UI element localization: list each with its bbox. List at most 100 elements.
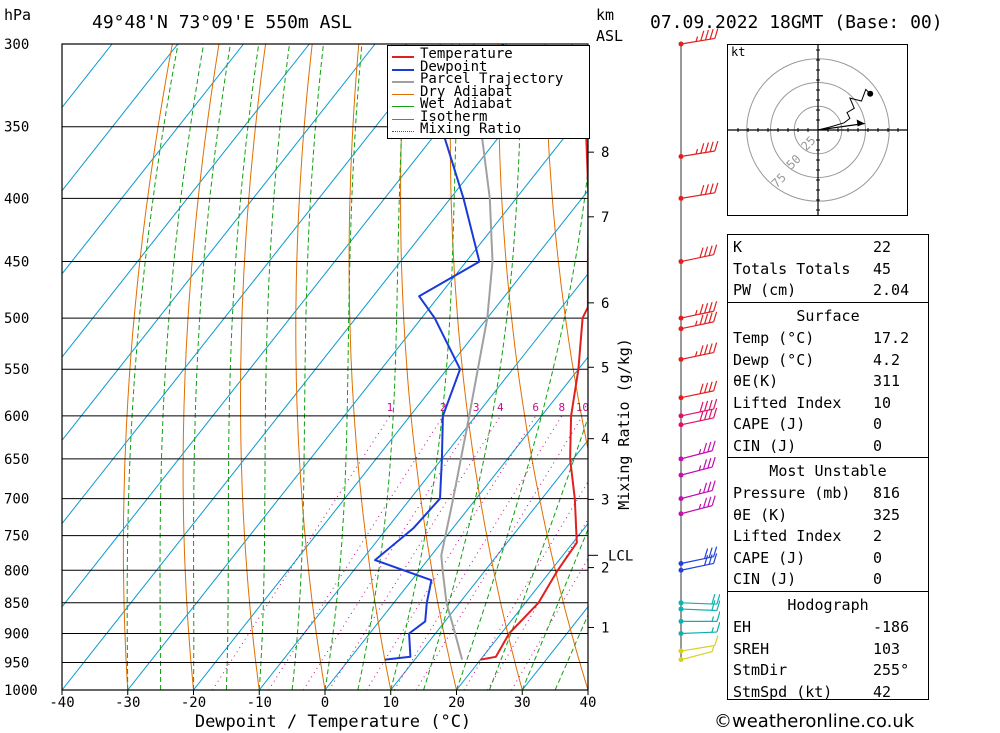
wet-adiabat-line <box>357 44 408 690</box>
chart-axes: -40 -30 -20 -10 0 10 20 30 40 Dewpoint / Temperat… <box>49 43 633 732</box>
dewpoint-line <box>374 44 505 661</box>
mixing-ratio-label: 6 <box>532 401 539 414</box>
wind-barb <box>678 244 718 265</box>
legend-parcel: Parcel Trajectory <box>388 72 588 88</box>
dry-adiabat-line <box>449 44 523 690</box>
row-value: 10 <box>873 393 892 412</box>
legend-isotherm: Isotherm <box>388 110 588 126</box>
row-label: θE (K) <box>733 505 788 524</box>
table-row: StmSpd (kt) 42 <box>728 682 928 703</box>
table-row: PW (cm) 2.04 <box>728 280 928 301</box>
wet-adiabat-line <box>488 416 588 690</box>
asl-unit: ASL <box>596 27 624 45</box>
wind-barb <box>678 182 719 201</box>
wind-barb <box>678 611 720 624</box>
row-label: θE(K) <box>733 372 779 391</box>
isotherm-line <box>62 44 573 690</box>
copyright-footer[interactable]: ©weatheronline.co.uk <box>714 711 915 732</box>
temp-tick-label: 10 <box>382 695 399 711</box>
km-tick-label: 6 <box>601 296 609 312</box>
km-tick-label: 4 <box>601 432 609 448</box>
row-value: 4.2 <box>873 350 901 369</box>
isotherm-line <box>390 439 588 690</box>
pressure-tick-label: 400 <box>4 191 29 207</box>
mixing-ratio-line <box>268 415 444 690</box>
pressure-tick-label: 750 <box>4 529 29 545</box>
table-row: Dewp (°C) 4.2 <box>728 350 928 371</box>
km-tick-label: 3 <box>601 492 609 508</box>
dry-adiabat-line <box>544 44 588 452</box>
km-tick-label: 8 <box>601 145 609 161</box>
pressure-tick-label: 850 <box>4 596 29 612</box>
hodograph-trace-line <box>817 88 871 131</box>
table-row: θE(K) 311 <box>728 371 928 392</box>
table-row: SREH 103 <box>728 639 928 660</box>
mixing-ratio-line <box>366 415 537 690</box>
km-tick-label: 2 <box>601 561 609 577</box>
mixing-ratio-label: 20 <box>643 401 656 414</box>
row-label: Lifted Index <box>733 527 842 546</box>
isotherm-line <box>456 522 588 690</box>
temp-tick-label: -20 <box>181 695 206 711</box>
mixing-ratio-label: 1 <box>387 401 394 414</box>
legend-dry-adiabat: Dry Adiabat <box>388 85 588 101</box>
isotherm-line <box>62 44 507 608</box>
row-value: 0 <box>873 570 883 589</box>
table-row: K 22 <box>728 237 928 258</box>
wind-barb <box>678 635 719 654</box>
row-label: Lifted Index <box>733 393 842 412</box>
pressure-tick-label: 350 <box>4 120 29 136</box>
row-label: Totals Totals <box>733 259 851 278</box>
legend-temperature: Temperature <box>388 47 588 63</box>
mixing-ratio-axis-label: Mixing Ratio (g/kg) <box>615 338 633 510</box>
row-label: Dewp (°C) <box>733 350 815 369</box>
pressure-tick-label: 450 <box>4 255 29 271</box>
temp-tick-label: 30 <box>514 695 531 711</box>
wind-barb <box>678 480 716 502</box>
temperature-line <box>480 85 588 661</box>
row-value: 22 <box>873 238 892 256</box>
wind-barb <box>678 646 715 663</box>
wet-adiabat-line <box>554 613 588 690</box>
dry-adiabat-line <box>239 44 267 690</box>
wet-adiabat-line <box>193 44 231 690</box>
table-row: Totals Totals 45 <box>728 259 928 280</box>
isotherm-lines <box>62 44 588 690</box>
table-row: StmDir 255° <box>728 660 928 681</box>
wind-barb <box>678 440 716 462</box>
hodograph-table-title: Hodograph <box>787 596 869 614</box>
km-tick-label: 5 <box>601 360 609 376</box>
pressure-tick-label: 600 <box>4 409 29 425</box>
table-row: Lifted Index 2 <box>728 526 928 547</box>
plot-frame <box>61 43 589 691</box>
temp-tick-label: 20 <box>448 695 465 711</box>
row-label: StmDir <box>733 661 788 680</box>
isotherm-line <box>193 189 588 690</box>
mixing-ratio-label: 3 <box>473 401 480 414</box>
mixing-ratio-line <box>511 557 588 690</box>
wind-barb <box>678 342 718 362</box>
wind-barb <box>678 398 718 419</box>
mixing-ratio-line <box>302 415 477 690</box>
temp-tick-label: -40 <box>49 695 74 711</box>
wet-adiabat-line <box>159 44 205 690</box>
row-value: 45 <box>873 259 892 278</box>
row-label: EH <box>733 618 752 636</box>
km-tick-label: 1 <box>601 620 609 636</box>
row-value: 103 <box>873 639 901 658</box>
table-row: EH -186 <box>728 617 928 638</box>
wind-barb <box>678 140 719 160</box>
dry-adiabat-line <box>182 44 220 690</box>
wet-adiabat-line <box>423 44 524 690</box>
row-value: 0 <box>873 548 883 567</box>
legend-wet-adiabat: Wet Adiabat <box>388 97 588 113</box>
indices-panel: K 22 Totals Totals 45 PW (cm) 2.04 Surface Te… <box>727 234 929 703</box>
table-row: CAPE (J) 0 <box>728 548 928 569</box>
lcl-label: LCL <box>608 548 633 564</box>
mixing-ratio-label: 2 <box>440 401 447 414</box>
table-row: Pressure (mb) 816 <box>728 483 928 504</box>
pressure-tick-label: 500 <box>4 311 29 327</box>
row-value: 816 <box>873 484 901 502</box>
wind-barbs <box>678 28 720 663</box>
